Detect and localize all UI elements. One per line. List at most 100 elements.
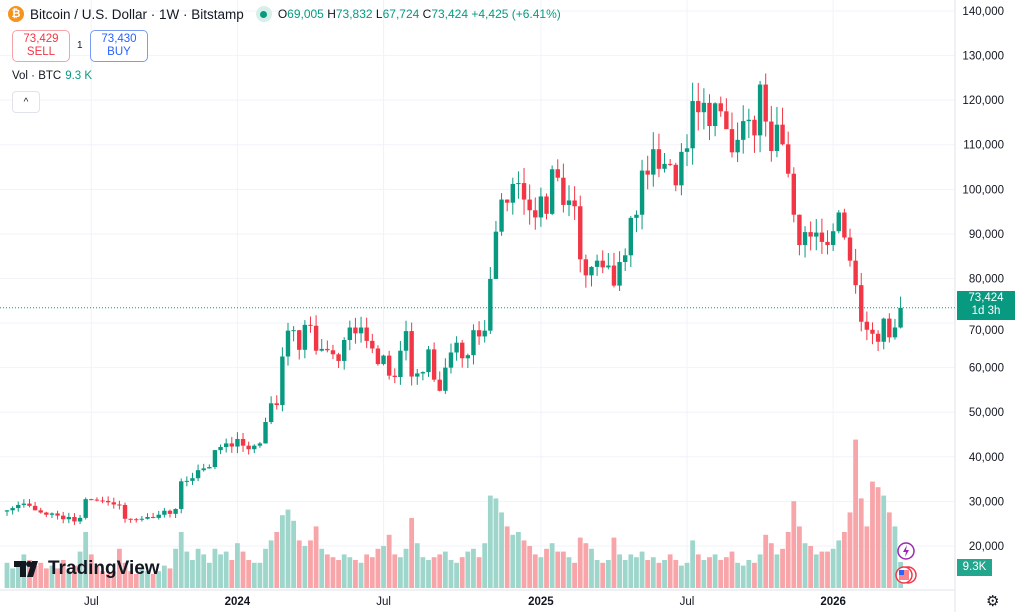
candle [769,106,774,162]
candle [16,501,21,512]
candle-body [651,149,656,175]
candle [431,342,437,382]
volume-bar [577,537,583,588]
candle [808,221,813,251]
candle-body [679,151,684,186]
volume-bar [645,560,651,588]
candle [527,184,532,225]
volume-bar [330,557,336,588]
sell-button[interactable]: 73,429 SELL [12,30,70,62]
volume-bar [409,518,415,588]
volume-bar [133,574,139,588]
candle [454,336,459,361]
symbol-legend: ₿ Bitcoin / U.S. Dollar · 1W · Bitstamp … [8,6,561,22]
candle-body [853,260,858,286]
volume-bar [117,548,122,588]
candle-body [336,354,341,361]
candle-body [207,467,212,469]
candle [679,143,684,196]
x-tick-label: 2024 [225,596,251,608]
volume-bar [746,560,752,588]
candle-body [280,356,285,406]
volume-bar [437,554,443,588]
candle [386,350,392,380]
volume-bar [184,551,190,588]
candle [128,518,133,523]
candle-body [859,285,864,322]
volume-bar [235,543,240,588]
candle-body [791,173,796,215]
candle [21,499,27,508]
volume-bar [600,562,606,588]
candle [606,253,611,270]
volume-bar [471,548,476,588]
volume-bar [218,554,223,588]
candle-body [589,266,594,276]
volume-bar [808,546,814,588]
chevron-up-icon[interactable]: ^ [12,91,40,113]
volume-bar [825,551,830,588]
candle-body [139,518,145,520]
volume-bar [538,557,544,588]
x-tick-label: 2026 [820,596,846,608]
candle-body [150,516,156,518]
candle [218,444,223,455]
volume-bar [308,540,313,588]
candle-body [212,450,218,468]
candle-body [134,519,139,521]
candle [263,417,268,444]
gear-icon[interactable]: ⚙ [986,593,1000,610]
candle-body [415,373,420,377]
candle [690,82,695,165]
candle [842,208,847,240]
volume-bar [499,512,504,588]
candle [353,317,358,344]
candle-body [645,170,650,175]
volume-bar [723,557,729,588]
volume-bar [617,554,622,588]
buy-button[interactable]: 73,430 BUY [90,30,148,62]
volume-bar [375,548,381,588]
logo-text: TradingView [48,558,160,579]
volume-bar [611,537,617,588]
candle [583,254,589,288]
candle [61,511,66,524]
candle-body [870,329,875,334]
volume-bar [398,557,403,588]
candle-body [291,330,296,332]
candle-body [61,515,66,520]
candle [667,159,673,167]
volume-bar [313,526,319,588]
candle [701,88,707,130]
candle [145,513,150,520]
candle-body [44,512,49,515]
candle-body [836,212,841,232]
candle-body [448,352,454,368]
candle [707,94,712,141]
candle-body [386,355,392,376]
volume-bar [459,557,465,588]
tradingview-logo[interactable]: TradingView [14,558,160,580]
change-value: +4,425 (+6.41%) [471,7,561,21]
candle [105,496,111,506]
candle [347,320,353,351]
candle-body [769,121,774,151]
volume-legend[interactable]: Vol · BTC 9.3 K [12,70,92,82]
volume-bar [403,548,409,588]
candle-body [145,516,150,519]
candle-body [881,318,886,342]
symbol-title[interactable]: Bitcoin / U.S. Dollar · 1W · Bitstamp [30,6,244,22]
candle [566,185,572,217]
volume-bar [353,560,358,588]
volume-bar [60,560,66,588]
volume-bar [392,554,398,588]
candle-body [482,330,487,337]
candle-body [263,422,268,444]
volume-bar [476,557,482,588]
candle [32,501,38,511]
candle-body [364,327,369,341]
volume-bar [212,548,218,588]
event-icons[interactable] [892,541,918,587]
high-value: 73,832 [335,7,373,21]
